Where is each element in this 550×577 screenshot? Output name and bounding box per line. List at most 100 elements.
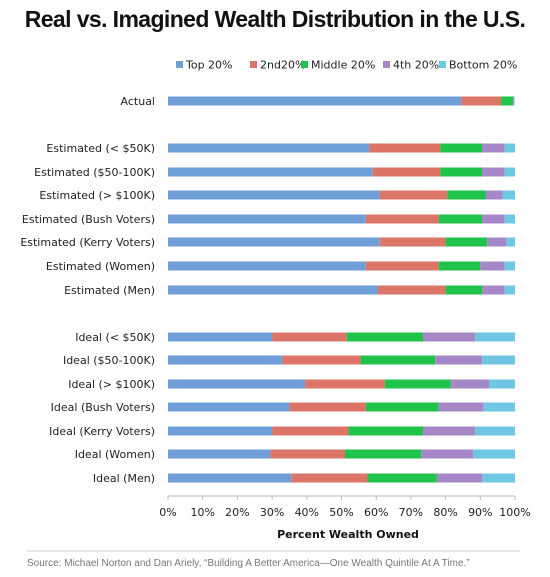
- bar-segment: [438, 214, 483, 224]
- legend-label: Middle 20%: [311, 59, 375, 72]
- legend-label: Bottom 20%: [449, 59, 517, 72]
- bar-segment: [506, 237, 515, 247]
- bar-segment: [450, 379, 489, 389]
- bar-segment: [482, 214, 505, 224]
- bar-segment: [168, 426, 273, 436]
- category-label: Ideal (Kerry Voters): [49, 425, 155, 438]
- bar-segment: [365, 261, 439, 271]
- bar-segment: [367, 473, 437, 483]
- bar-segment: [445, 285, 483, 295]
- bar-segment: [305, 379, 385, 389]
- bar-segment: [482, 167, 505, 177]
- bar-segment: [168, 143, 370, 153]
- bar-segment: [421, 449, 474, 459]
- bar-segment: [291, 473, 368, 483]
- bar-segment: [501, 96, 514, 106]
- bar-segment: [436, 473, 483, 483]
- bar-segment: [504, 261, 515, 271]
- bar-segment: [423, 426, 476, 436]
- bar-segment: [272, 332, 347, 342]
- bar-segment: [168, 402, 290, 412]
- category-label: Ideal (Women): [75, 448, 155, 461]
- bar-segment: [377, 285, 446, 295]
- bar-segment: [447, 190, 486, 200]
- bar-segment: [482, 285, 505, 295]
- bar-segment: [504, 143, 515, 153]
- bar-segment: [168, 449, 271, 459]
- bar-segment: [369, 143, 441, 153]
- bar-segment: [168, 473, 292, 483]
- x-tick-label: 30%: [260, 506, 284, 519]
- bar-segment: [475, 426, 515, 436]
- bar-segment: [168, 167, 373, 177]
- x-tick-label: 50%: [329, 506, 353, 519]
- bar-segment: [270, 449, 345, 459]
- x-tick-label: 100%: [499, 506, 530, 519]
- legend-label: Top 20%: [185, 59, 233, 72]
- bar-segment: [482, 355, 515, 365]
- x-tick-label: 80%: [433, 506, 457, 519]
- bar-segment: [372, 167, 441, 177]
- bar-segment: [473, 449, 515, 459]
- bar-segment: [438, 402, 484, 412]
- bar-segment: [475, 332, 515, 342]
- bar-segment: [482, 143, 505, 153]
- bar-segment: [168, 261, 366, 271]
- category-label: Estimated (Men): [64, 284, 155, 297]
- x-tick-label: 60%: [364, 506, 388, 519]
- bar-segment: [168, 237, 380, 247]
- x-axis: 0% 10% 20% 30% 40% 50% 60% 70% 80% 90% 100%: [159, 495, 531, 519]
- bar-segment: [348, 426, 424, 436]
- category-label: Estimated (Kerry Voters): [20, 236, 155, 249]
- bar-segment: [289, 402, 366, 412]
- bar-segment: [513, 96, 515, 106]
- bar-segment: [168, 190, 380, 200]
- bar-segment: [168, 96, 462, 106]
- bar-segment: [438, 261, 481, 271]
- category-label: Estimated (Women): [46, 260, 155, 273]
- chart-title: Real vs. Imagined Wealth Distribution in…: [24, 6, 526, 32]
- legend-swatch: [250, 61, 257, 68]
- category-label: Ideal (Bush Voters): [51, 401, 155, 414]
- bar-segment: [379, 237, 446, 247]
- source-note: Source: Michael Norton and Dan Ariely, “…: [27, 558, 470, 569]
- legend-swatch: [383, 61, 390, 68]
- bar-segment: [440, 167, 483, 177]
- x-tick-label: 20%: [225, 506, 249, 519]
- bar-segment: [482, 473, 515, 483]
- bar-segment: [384, 379, 451, 389]
- bar-segment: [480, 261, 505, 271]
- bar-segment: [344, 449, 422, 459]
- bar-segment: [365, 402, 439, 412]
- legend-swatch: [301, 61, 308, 68]
- category-label: Estimated (Bush Voters): [22, 213, 155, 226]
- category-label: Estimated (< $50K): [46, 142, 155, 155]
- bar-segment: [502, 190, 515, 200]
- category-label: Actual: [121, 95, 155, 108]
- category-label: Ideal (> $100K): [68, 378, 155, 391]
- legend-swatch: [176, 61, 183, 68]
- x-tick-label: 70%: [399, 506, 423, 519]
- bar-segment: [445, 237, 488, 247]
- bar-segment: [485, 190, 503, 200]
- bar-segment: [346, 332, 424, 342]
- category-label: Ideal (Men): [93, 472, 155, 485]
- bar-segment: [504, 285, 515, 295]
- category-label: Estimated (> $100K): [39, 189, 155, 202]
- bar-segment: [435, 355, 483, 365]
- category-label: Ideal ($50-100K): [63, 354, 155, 367]
- legend: Top 20% 2nd20% Middle 20% 4th 20% Bottom 20%: [176, 59, 517, 72]
- bar-segment: [282, 355, 361, 365]
- bar-segment: [440, 143, 483, 153]
- legend-swatch: [439, 61, 446, 68]
- x-tick-label: 40%: [295, 506, 319, 519]
- category-label: Estimated ($50-100K): [34, 166, 155, 179]
- bar-segment: [168, 332, 273, 342]
- x-axis-label: Percent Wealth Owned: [277, 528, 419, 541]
- legend-label: 2nd20%: [260, 59, 305, 72]
- bar-segment: [272, 426, 349, 436]
- bar-segment: [168, 355, 283, 365]
- category-label: Ideal (< $50K): [75, 331, 155, 344]
- bar-segment: [487, 237, 507, 247]
